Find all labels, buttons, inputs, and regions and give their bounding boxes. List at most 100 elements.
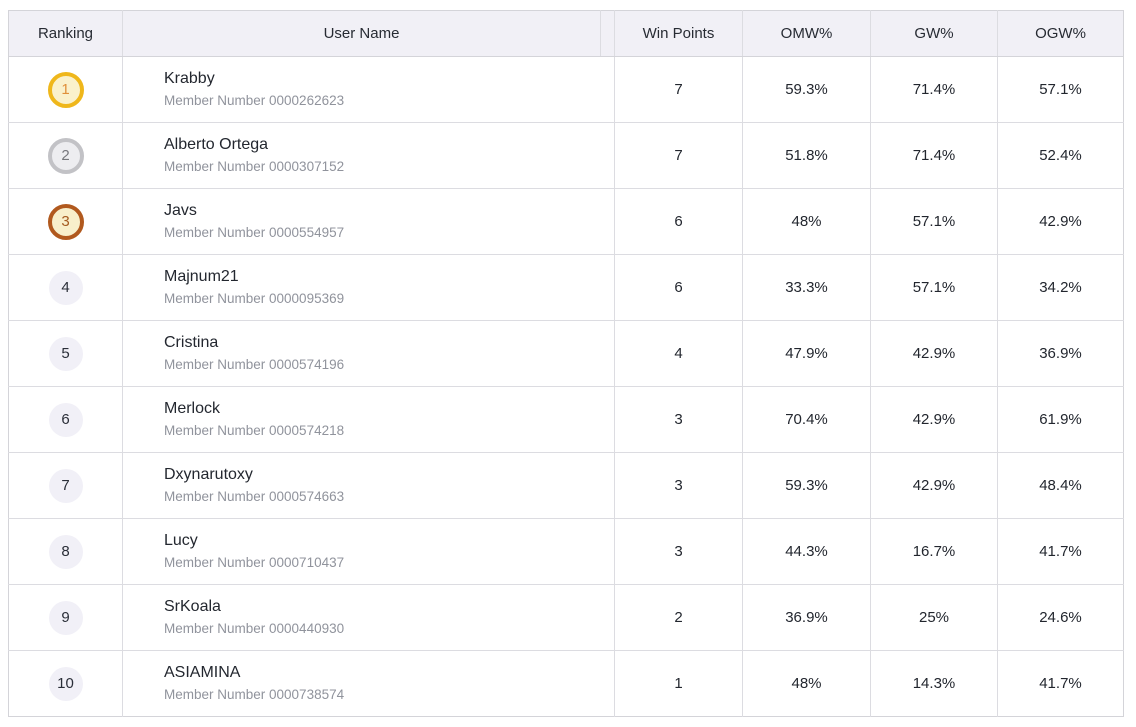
gw-value: 42.9% [870, 320, 998, 387]
member-number-text: Member Number 0000554957 [164, 225, 345, 240]
header-gutter [600, 10, 615, 57]
rank-badge: 5 [48, 336, 83, 371]
omw-value: 36.9% [742, 584, 871, 651]
ogw-value: 34.2% [997, 254, 1124, 321]
omw-value: 59.3% [742, 452, 871, 519]
column-header-ogw: OGW% [997, 10, 1124, 57]
gw-value: 57.1% [870, 188, 998, 255]
member-number-text: Member Number 0000262623 [164, 93, 345, 108]
user-cell: Krabby Member Number 0000262623 [122, 56, 615, 123]
column-header-gw: GW% [870, 10, 998, 57]
win-points-value: 7 [614, 122, 743, 189]
user-cell: ASIAMINA Member Number 0000738574 [122, 650, 615, 717]
member-number-text: Member Number 0000738574 [164, 687, 345, 702]
gw-value: 42.9% [870, 386, 998, 453]
column-header-omw: OMW% [742, 10, 871, 57]
table-row: 8 Lucy Member Number 0000710437 3 44.3% … [8, 518, 1124, 585]
table-row: 1 Krabby Member Number 0000262623 7 59.3… [8, 56, 1124, 123]
rank-cell: 3 [8, 188, 123, 255]
rank-cell: 9 [8, 584, 123, 651]
table-row: 9 SrKoala Member Number 0000440930 2 36.… [8, 584, 1124, 651]
ogw-value: 61.9% [997, 386, 1124, 453]
rank-cell: 5 [8, 320, 123, 387]
rank-badge: 6 [48, 402, 83, 437]
win-points-value: 3 [614, 386, 743, 453]
gw-value: 71.4% [870, 122, 998, 189]
win-points-value: 2 [614, 584, 743, 651]
user-cell: Merlock Member Number 0000574218 [122, 386, 615, 453]
ogw-value: 41.7% [997, 650, 1124, 717]
rank-cell: 4 [8, 254, 123, 321]
member-number-text: Member Number 0000307152 [164, 159, 345, 174]
win-points-value: 1 [614, 650, 743, 717]
gw-value: 16.7% [870, 518, 998, 585]
user-cell: SrKoala Member Number 0000440930 [122, 584, 615, 651]
rank-badge: 7 [48, 468, 83, 503]
rank-badge: 10 [48, 666, 83, 701]
ogw-value: 48.4% [997, 452, 1124, 519]
user-name-text: ASIAMINA [164, 664, 241, 681]
ogw-value: 57.1% [997, 56, 1124, 123]
member-number-text: Member Number 0000574663 [164, 489, 345, 504]
rank-cell: 10 [8, 650, 123, 717]
gw-value: 71.4% [870, 56, 998, 123]
table-header: Ranking User Name Win Points OMW% GW% OG… [8, 10, 1124, 57]
user-cell: Majnum21 Member Number 0000095369 [122, 254, 615, 321]
ogw-value: 41.7% [997, 518, 1124, 585]
win-points-value: 3 [614, 452, 743, 519]
table-row: 3 Javs Member Number 0000554957 6 48% 57… [8, 188, 1124, 255]
rank-cell: 2 [8, 122, 123, 189]
rank-badge: 8 [48, 534, 83, 569]
omw-value: 47.9% [742, 320, 871, 387]
ogw-value: 52.4% [997, 122, 1124, 189]
omw-value: 48% [742, 188, 871, 255]
omw-value: 70.4% [742, 386, 871, 453]
user-cell: Lucy Member Number 0000710437 [122, 518, 615, 585]
user-name-text: Javs [164, 202, 197, 219]
rank-badge: 9 [48, 600, 83, 635]
user-cell: Cristina Member Number 0000574196 [122, 320, 615, 387]
gw-value: 42.9% [870, 452, 998, 519]
win-points-value: 7 [614, 56, 743, 123]
gw-value: 25% [870, 584, 998, 651]
member-number-text: Member Number 0000440930 [164, 621, 345, 636]
member-number-text: Member Number 0000710437 [164, 555, 345, 570]
user-name-text: Merlock [164, 400, 221, 417]
rank-badge: 3 [47, 203, 84, 240]
user-name-text: Cristina [164, 334, 219, 351]
rank-badge: 1 [47, 71, 84, 108]
user-name-text: SrKoala [164, 598, 221, 615]
rank-cell: 6 [8, 386, 123, 453]
member-number-text: Member Number 0000095369 [164, 291, 345, 306]
omw-value: 33.3% [742, 254, 871, 321]
table-row: 5 Cristina Member Number 0000574196 4 47… [8, 320, 1124, 387]
ogw-value: 24.6% [997, 584, 1124, 651]
rank-cell: 1 [8, 56, 123, 123]
rank-badge: 4 [48, 270, 83, 305]
table-row: 6 Merlock Member Number 0000574218 3 70.… [8, 386, 1124, 453]
rank-cell: 7 [8, 452, 123, 519]
user-name-text: Alberto Ortega [164, 136, 269, 153]
ranking-table: Ranking User Name Win Points OMW% GW% OG… [8, 10, 1124, 717]
user-name-text: Majnum21 [164, 268, 239, 285]
user-cell: Javs Member Number 0000554957 [122, 188, 615, 255]
omw-value: 44.3% [742, 518, 871, 585]
table-row: 2 Alberto Ortega Member Number 000030715… [8, 122, 1124, 189]
win-points-value: 4 [614, 320, 743, 387]
omw-value: 48% [742, 650, 871, 717]
column-header-ranking: Ranking [8, 10, 123, 57]
ogw-value: 42.9% [997, 188, 1124, 255]
table-row: 10 ASIAMINA Member Number 0000738574 1 4… [8, 650, 1124, 717]
user-name-text: Dxynarutoxy [164, 466, 253, 483]
gw-value: 14.3% [870, 650, 998, 717]
win-points-value: 6 [614, 254, 743, 321]
header-row: Ranking User Name Win Points OMW% GW% OG… [8, 10, 1124, 57]
table-row: 4 Majnum21 Member Number 0000095369 6 33… [8, 254, 1124, 321]
ranking-table-body: 1 Krabby Member Number 0000262623 7 59.3… [8, 56, 1124, 717]
win-points-value: 3 [614, 518, 743, 585]
ogw-value: 36.9% [997, 320, 1124, 387]
rank-cell: 8 [8, 518, 123, 585]
user-cell: Dxynarutoxy Member Number 0000574663 [122, 452, 615, 519]
column-header-win-points: Win Points [614, 10, 743, 57]
user-cell: Alberto Ortega Member Number 0000307152 [122, 122, 615, 189]
